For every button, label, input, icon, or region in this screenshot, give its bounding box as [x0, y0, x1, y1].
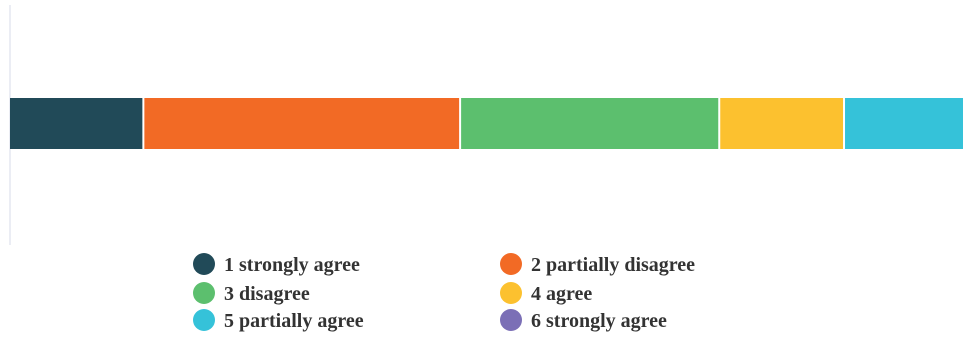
bar-segment-2 [144, 98, 460, 149]
bar-segment-3 [461, 98, 719, 149]
bar-segments [10, 98, 963, 149]
legend-swatch-2 [500, 253, 522, 275]
legend-swatch-6 [500, 309, 522, 331]
legend: 1 strongly agree 2 partially disagree 3 di… [193, 253, 695, 332]
bar-segment-4 [720, 98, 844, 149]
bar-segment-5 [845, 98, 963, 149]
legend-swatch-1 [193, 253, 215, 275]
legend-label-4: 4 agree [531, 283, 592, 305]
legend-label-2: 2 partially disagree [531, 254, 695, 276]
legend-label-5: 5 partially agree [224, 310, 364, 332]
legend-swatch-3 [193, 282, 215, 304]
legend-swatch-5 [193, 309, 215, 331]
legend-label-1: 1 strongly agree [224, 254, 360, 276]
legend-label-3: 3 disagree [224, 283, 310, 305]
legend-swatch-4 [500, 282, 522, 304]
legend-label-6: 6 strongly agree [531, 310, 667, 332]
bar-segment-1 [10, 98, 143, 149]
